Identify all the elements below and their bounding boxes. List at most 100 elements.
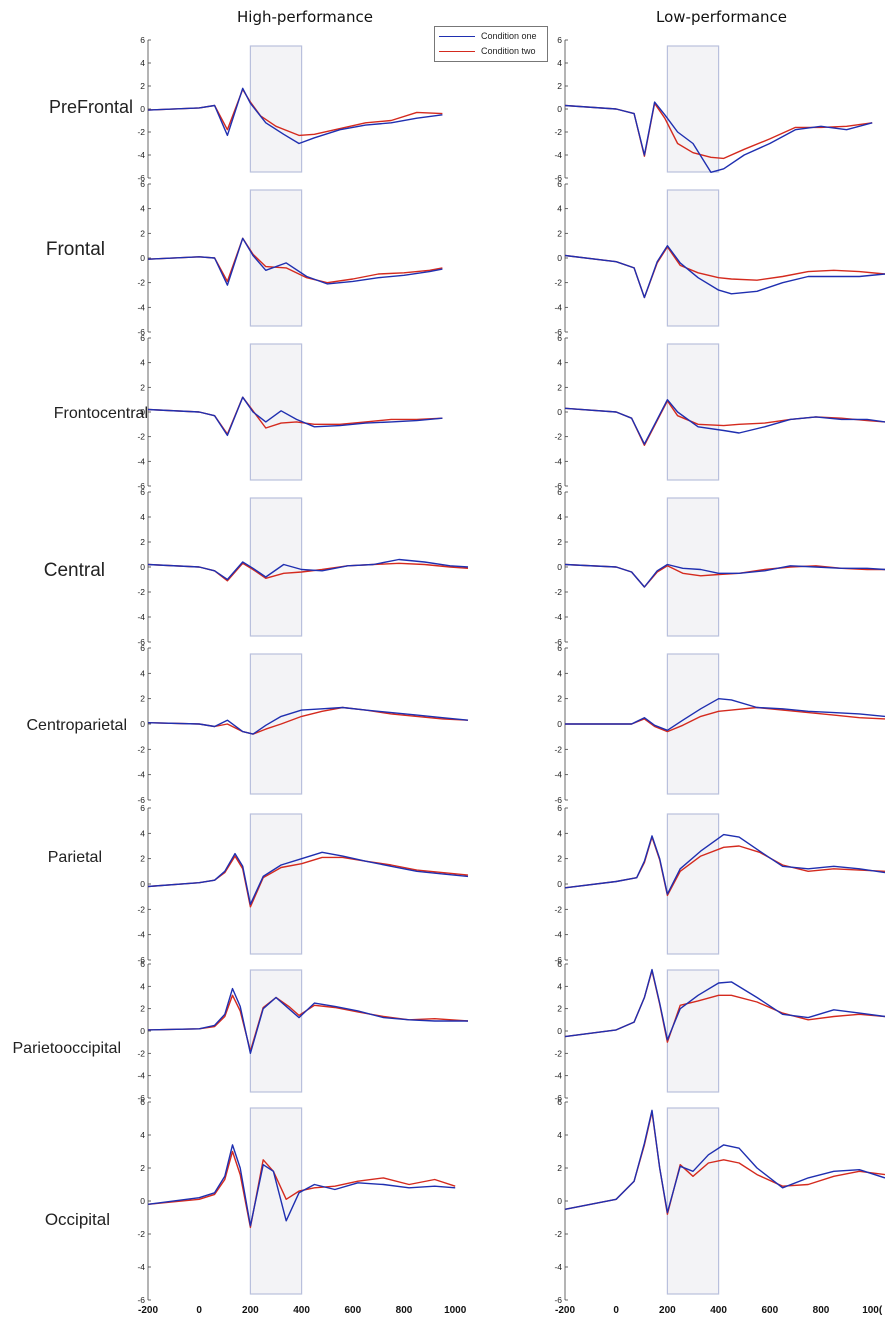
legend-label-condition-one: Condition one [481, 31, 537, 41]
series-condition-two-prefrontal-high [147, 88, 443, 137]
y-tick-label-parietooccipital-low: -6 [554, 1093, 562, 1103]
y-tick-label-centroparietal-high: -2 [137, 744, 145, 754]
y-tick-label-prefrontal-low: 0 [557, 104, 562, 114]
series-condition-one-parietooccipital-low [564, 968, 885, 1041]
y-tick-label-centroparietal-low: 0 [557, 719, 562, 729]
y-tick-label-central-low: -4 [554, 612, 562, 622]
y-tick-label-centroparietal-high: -6 [137, 795, 145, 805]
y-tick-label-central-low: -6 [554, 637, 562, 647]
y-tick-label-occipital-high: -2 [137, 1229, 145, 1239]
x-tick-label-occipital-low: 0 [613, 1305, 619, 1316]
y-tick-label-occipital-low: 6 [557, 1097, 562, 1107]
y-tick-label-parietooccipital-high: -2 [137, 1048, 145, 1058]
x-tick-label-occipital-low: 100( [862, 1305, 883, 1316]
column-title-high: High-performance [237, 8, 373, 26]
x-tick-label-occipital-high: 600 [344, 1305, 361, 1316]
y-tick-label-frontocentral-low: -2 [554, 432, 562, 442]
legend-swatch-condition-two [439, 50, 475, 52]
y-tick-label-centroparietal-high: -4 [137, 770, 145, 780]
y-tick-label-frontal-high: -6 [137, 327, 145, 337]
y-tick-label-frontal-high: 4 [140, 204, 145, 214]
series-condition-two-parietal-high [147, 855, 469, 908]
y-tick-label-centroparietal-high: 0 [140, 719, 145, 729]
y-tick-label-prefrontal-low: -6 [554, 173, 562, 183]
row-label-central: Central [43, 560, 105, 581]
y-tick-label-occipital-low: -2 [554, 1229, 562, 1239]
legend-entry-condition-two: Condition two [439, 44, 536, 58]
series-condition-one-parietooccipital-high [147, 987, 468, 1054]
series-condition-one-occipital-low [564, 1109, 885, 1214]
highlight-window-parietal-high [249, 813, 303, 955]
y-tick-label-parietooccipital-low: 2 [557, 1004, 562, 1014]
y-tick-label-centroparietal-low: -6 [554, 795, 562, 805]
y-tick-label-frontal-high: -4 [137, 302, 145, 312]
highlight-window-occipital-low [666, 1107, 720, 1295]
y-tick-label-centroparietal-low: 2 [557, 694, 562, 704]
y-tick-label-central-low: -2 [554, 587, 562, 597]
y-tick-label-occipital-low: -4 [554, 1262, 562, 1272]
y-tick-label-prefrontal-low: -4 [554, 150, 562, 160]
series-condition-two-central-high [147, 562, 469, 582]
y-tick-label-occipital-high: 4 [140, 1130, 145, 1140]
y-tick-label-frontocentral-low: 2 [557, 382, 562, 392]
series-condition-one-central-low [564, 563, 885, 588]
highlight-window-frontal-high [249, 189, 303, 327]
y-tick-label-frontal-high: 2 [140, 228, 145, 238]
y-tick-label-frontocentral-high: 6 [140, 333, 145, 343]
series-condition-one-frontocentral-low [564, 399, 885, 445]
highlight-window-occipital-high [249, 1107, 303, 1295]
highlight-window-parietal-low [666, 813, 720, 955]
y-tick-label-frontal-high: -2 [137, 278, 145, 288]
y-tick-label-frontal-low: -4 [554, 302, 562, 312]
series-condition-one-frontocentral-high [147, 396, 443, 437]
y-tick-label-parietal-high: 0 [140, 879, 145, 889]
y-tick-label-parietooccipital-low: -4 [554, 1071, 562, 1081]
y-tick-label-occipital-low: 0 [557, 1196, 562, 1206]
y-tick-label-parietal-low: 6 [557, 803, 562, 813]
y-tick-label-occipital-high: 0 [140, 1196, 145, 1206]
y-tick-label-central-low: 4 [557, 512, 562, 522]
row-label-centroparietal: Centroparietal [26, 717, 128, 734]
y-tick-label-parietooccipital-high: -6 [137, 1093, 145, 1103]
y-tick-label-frontal-low: 2 [557, 228, 562, 238]
y-tick-label-frontal-high: 0 [140, 253, 145, 263]
highlight-window-centroparietal-low [666, 653, 720, 795]
y-tick-label-frontocentral-low: 6 [557, 333, 562, 343]
highlight-window-prefrontal-high [249, 45, 303, 173]
highlight-window-frontocentral-high [249, 343, 303, 481]
y-tick-label-prefrontal-high: 6 [140, 35, 145, 45]
y-tick-label-centroparietal-low: -2 [554, 744, 562, 754]
y-tick-label-parietal-low: 2 [557, 854, 562, 864]
y-tick-label-occipital-low: -6 [554, 1295, 562, 1305]
column-title-low: Low-performance [656, 8, 788, 26]
row-label-prefrontal: PreFrontal [48, 97, 133, 117]
series-condition-one-centroparietal-high [147, 706, 469, 735]
highlight-window-parietooccipital-high [249, 969, 303, 1093]
y-tick-label-frontocentral-high: 0 [140, 407, 145, 417]
y-tick-label-centroparietal-high: 6 [140, 643, 145, 653]
y-tick-label-parietooccipital-high: 6 [140, 959, 145, 969]
y-tick-label-frontocentral-high: -6 [137, 481, 145, 491]
row-label-parietal: Parietal [47, 849, 102, 866]
y-tick-label-parietal-high: 4 [140, 828, 145, 838]
y-tick-label-central-high: -2 [137, 587, 145, 597]
y-tick-label-central-high: -4 [137, 612, 145, 622]
y-tick-label-prefrontal-low: 6 [557, 35, 562, 45]
y-tick-label-parietooccipital-low: 0 [557, 1026, 562, 1036]
row-label-frontocentral: Frontocentral [53, 405, 148, 422]
series-condition-one-central-high [147, 558, 469, 581]
x-tick-label-occipital-high: 800 [396, 1305, 413, 1316]
series-condition-two-centroparietal-high [147, 706, 469, 735]
y-tick-label-frontal-low: -6 [554, 327, 562, 337]
y-tick-label-parietal-high: -4 [137, 930, 145, 940]
y-tick-label-centroparietal-low: -4 [554, 770, 562, 780]
y-tick-label-prefrontal-high: 0 [140, 104, 145, 114]
y-tick-label-parietal-low: 4 [557, 828, 562, 838]
y-tick-label-occipital-low: 2 [557, 1163, 562, 1173]
legend-swatch-condition-one [439, 35, 475, 37]
highlight-window-frontocentral-low [666, 343, 720, 481]
y-tick-label-parietooccipital-low: 6 [557, 959, 562, 969]
y-tick-label-occipital-high: -4 [137, 1262, 145, 1272]
